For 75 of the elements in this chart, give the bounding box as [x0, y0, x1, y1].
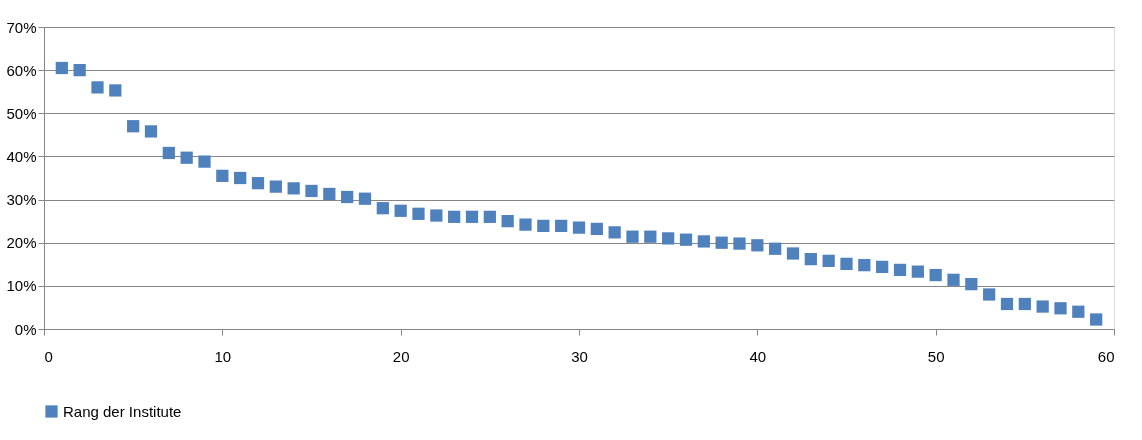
- point: [376, 202, 389, 215]
- point: [91, 81, 104, 94]
- point: [769, 242, 782, 255]
- point: [590, 222, 603, 236]
- point: [697, 235, 710, 248]
- point: [858, 259, 871, 272]
- point: [1018, 297, 1031, 311]
- point: [715, 236, 728, 249]
- y-tick-label: 50%: [6, 104, 37, 122]
- point: [662, 232, 675, 245]
- point: [1036, 300, 1049, 313]
- point: [162, 146, 175, 160]
- x-tick-label: 30: [571, 347, 588, 365]
- point: [234, 171, 247, 185]
- y-tick-label: 0%: [14, 320, 37, 338]
- x-tick-label: 20: [392, 347, 410, 365]
- point: [1072, 305, 1085, 318]
- point: [483, 210, 496, 223]
- point: [412, 207, 425, 220]
- point: [448, 210, 461, 223]
- point: [1054, 302, 1067, 315]
- point: [358, 192, 372, 205]
- point: [127, 120, 140, 133]
- x-tick-label: 0: [44, 347, 53, 365]
- point: [1090, 313, 1103, 326]
- y-tick-label: 20%: [6, 234, 37, 252]
- point: [109, 84, 122, 97]
- point: [323, 187, 336, 201]
- point: [929, 268, 942, 282]
- x-tick-label: 60: [1097, 347, 1115, 365]
- point: [180, 151, 193, 164]
- point: [965, 278, 978, 291]
- point: [501, 215, 514, 228]
- point: [786, 247, 800, 260]
- point: [519, 218, 532, 231]
- point: [679, 233, 693, 246]
- y-tick-label: 60%: [6, 61, 37, 79]
- point: [822, 254, 835, 267]
- y-tick-label: 70%: [6, 18, 37, 36]
- point: [305, 184, 318, 198]
- x-tick-label: 10: [214, 347, 232, 365]
- y-tick-label: 40%: [6, 147, 37, 165]
- point: [341, 190, 354, 204]
- point: [608, 226, 621, 239]
- legend-label: Rang der Institute: [63, 402, 182, 420]
- point: [893, 263, 907, 277]
- point: [394, 204, 407, 217]
- point: [537, 219, 550, 233]
- point: [1000, 297, 1014, 311]
- point: [430, 209, 443, 222]
- point: [626, 230, 639, 243]
- point: [251, 177, 265, 190]
- y-tick-label: 30%: [6, 191, 37, 209]
- point: [947, 273, 960, 286]
- point: [733, 237, 746, 250]
- x-tick-label: 50: [927, 347, 945, 365]
- point: [269, 180, 282, 193]
- point: [555, 219, 568, 233]
- point: [287, 182, 300, 195]
- point: [751, 239, 764, 252]
- point: [198, 155, 211, 168]
- point: [216, 169, 229, 182]
- point: [144, 125, 158, 138]
- point: [840, 257, 853, 270]
- point: [465, 210, 479, 223]
- point: [876, 260, 889, 273]
- point: [644, 230, 657, 243]
- point: [983, 288, 996, 301]
- point: [804, 252, 817, 266]
- x-tick-label: 40: [749, 347, 767, 365]
- y-tick-label: 10%: [6, 277, 37, 295]
- point: [572, 221, 586, 234]
- point: [55, 61, 68, 75]
- point: [911, 265, 924, 278]
- point: [73, 64, 86, 77]
